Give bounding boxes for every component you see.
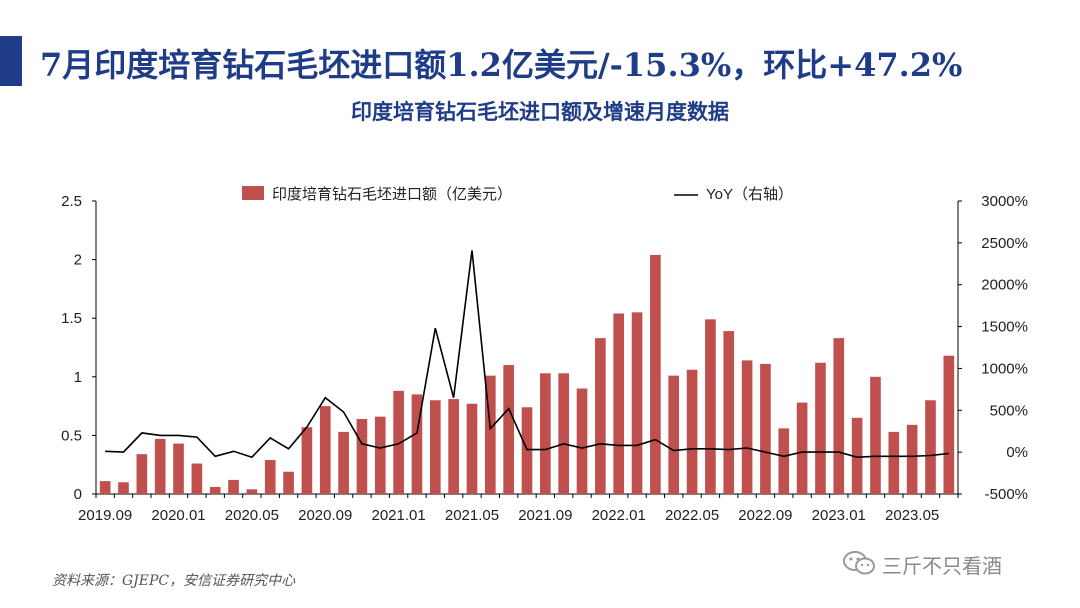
bar: [760, 363, 771, 494]
bar: [888, 431, 900, 494]
bar-series: [99, 254, 955, 494]
bar: [356, 418, 368, 494]
watermark: 三斤不只看酒: [842, 548, 1052, 578]
x-tick-label: 2021.01: [371, 507, 425, 524]
bar: [264, 460, 276, 494]
y-right-tick-label: 1500%: [981, 319, 1028, 336]
bar: [99, 481, 111, 494]
y-left-tick-label: 2: [74, 252, 82, 269]
y-right-tick-label: 0%: [1006, 444, 1028, 461]
y-right-axis-labels: -500% 0% 500% 1000% 1500% 2000% 2500% 3000%: [958, 193, 1028, 503]
watermark-text: 三斤不只看酒: [882, 554, 1002, 578]
bar: [870, 376, 881, 494]
bar: [319, 406, 331, 494]
y-left-tick-label: 0.5: [61, 427, 82, 444]
source-note: 资料来源：GJEPC，安信证券研究中心: [52, 573, 296, 589]
y-right-tick-label: 2000%: [981, 277, 1028, 294]
x-tick-label: 2023.01: [812, 507, 866, 524]
x-tick-label: 2020.01: [151, 507, 205, 524]
bar: [943, 355, 955, 494]
legend-bar-label: 印度培育钻石毛坯进口额（亿美元）: [272, 186, 512, 203]
bar: [613, 313, 625, 494]
combo-chart: 印度培育钻石毛坯进口额（亿美元） YoY（右轴） 2019.09 2020.01 2…: [61, 186, 1028, 524]
bar: [796, 402, 808, 494]
x-tick-label: 2019.09: [78, 507, 132, 524]
bar: [576, 388, 588, 494]
bar: [485, 375, 496, 494]
y-left-tick-label: 0: [74, 486, 82, 503]
bar: [466, 403, 478, 494]
title-accent-bar: [0, 36, 22, 86]
bar: [191, 463, 203, 494]
bar: [723, 331, 735, 494]
bar: [411, 394, 423, 494]
bar: [851, 417, 863, 494]
y-left-tick-label: 1: [74, 369, 82, 386]
bar: [741, 360, 753, 494]
bar: [595, 338, 606, 494]
bar: [503, 365, 514, 494]
bar: [778, 428, 790, 494]
bar: [154, 438, 166, 494]
legend-line-label: YoY（右轴）: [706, 186, 793, 203]
x-tick-label: 2021.09: [518, 507, 572, 524]
bar: [448, 399, 459, 494]
x-tick-label: 2020.05: [225, 507, 279, 524]
y-left-axis-labels: 0 0.5 1 1.5 2 2.5: [61, 193, 96, 503]
x-tick-label: 2022.09: [738, 507, 792, 524]
legend-bar-swatch: [242, 186, 264, 200]
y-left-tick-label: 1.5: [61, 310, 82, 327]
bar: [668, 375, 680, 494]
y-right-tick-label: -500%: [985, 486, 1028, 503]
y-left-tick-label: 2.5: [61, 193, 82, 210]
bar: [118, 482, 129, 494]
bar: [228, 479, 239, 494]
chart-subtitle: 印度培育钻石毛坯进口额及增速月度数据: [351, 99, 729, 124]
bar: [393, 390, 404, 494]
x-tick-label: 2021.05: [445, 507, 499, 524]
bar: [338, 431, 349, 494]
x-axis-labels: 2019.09 2020.01 2020.05 2020.09 2021.01 2021.…: [78, 507, 939, 524]
bar: [906, 424, 918, 494]
y-right-tick-label: 3000%: [981, 193, 1028, 210]
y-right-tick-label: 2500%: [981, 235, 1028, 252]
bar: [136, 454, 148, 494]
x-tick-label: 2020.09: [298, 507, 352, 524]
bar: [833, 338, 845, 494]
bar: [686, 369, 698, 494]
page-title: 7月印度培育钻石毛坯进口额1.2亿美元/-15.3%，环比+47.2%: [40, 46, 963, 84]
bar: [301, 427, 313, 494]
yoy-line: [105, 250, 949, 459]
x-tick-label: 2022.01: [592, 507, 646, 524]
bar: [374, 416, 386, 494]
x-tick-label: 2022.05: [665, 507, 719, 524]
line-series: [105, 250, 949, 459]
wechat-icon: [843, 551, 875, 575]
bar: [925, 400, 936, 494]
bar: [558, 373, 569, 494]
y-right-tick-label: 500%: [990, 402, 1028, 419]
bar: [705, 319, 716, 494]
bar: [283, 471, 294, 494]
y-right-tick-label: 1000%: [981, 360, 1028, 377]
bar: [429, 400, 441, 494]
chart-legend: 印度培育钻石毛坯进口额（亿美元） YoY（右轴）: [242, 186, 793, 203]
x-tick-label: 2023.05: [885, 507, 939, 524]
bar: [650, 254, 661, 494]
bar: [521, 407, 533, 494]
bar: [540, 373, 551, 494]
bar: [815, 362, 826, 494]
bar: [209, 486, 221, 494]
bar: [246, 489, 258, 494]
bar: [173, 443, 184, 494]
bar: [631, 312, 643, 494]
